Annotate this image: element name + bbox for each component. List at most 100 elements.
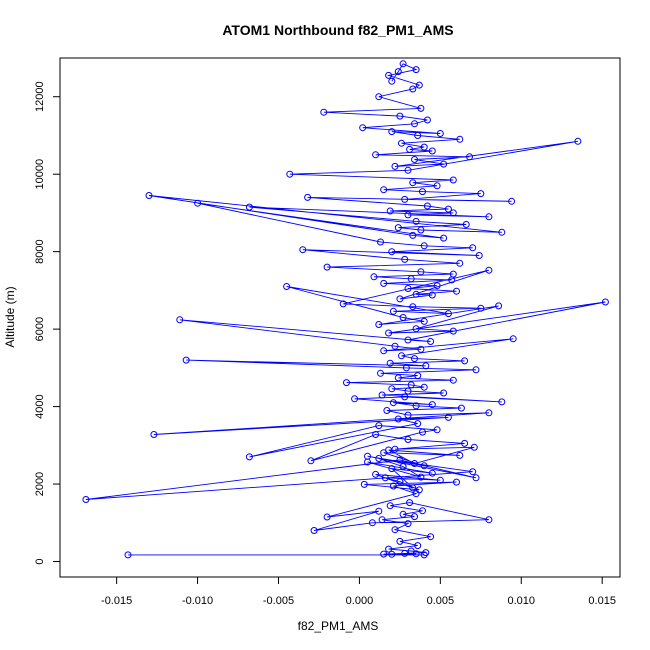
- data-point: [372, 470, 380, 478]
- data-point: [368, 519, 376, 527]
- data-point: [402, 364, 410, 372]
- data-point: [245, 453, 253, 461]
- data-point: [388, 550, 396, 558]
- x-tick-label: 0.005: [427, 595, 455, 607]
- data-point: [485, 213, 493, 221]
- data-point: [449, 327, 457, 335]
- data-point: [428, 147, 436, 155]
- data-point: [385, 71, 393, 79]
- data-point: [176, 316, 184, 324]
- data-point: [404, 285, 412, 292]
- data-point: [370, 273, 378, 281]
- x-tick-label: 0.010: [508, 595, 536, 607]
- data-point: [485, 409, 493, 417]
- data-point: [391, 526, 399, 534]
- data-point: [423, 202, 431, 210]
- data-point: [383, 407, 391, 414]
- data-point: [420, 143, 428, 151]
- x-tick-label: -0.010: [182, 595, 213, 607]
- data-point: [477, 190, 485, 198]
- data-point: [409, 179, 417, 187]
- data-point: [323, 263, 331, 271]
- data-point: [462, 221, 470, 228]
- data-point: [399, 314, 407, 321]
- data-point: [124, 551, 132, 559]
- data-point: [415, 81, 423, 89]
- y-tick-label: 0: [34, 558, 46, 564]
- data-point: [419, 428, 426, 436]
- data-point: [401, 549, 409, 557]
- data-point: [401, 195, 409, 203]
- data-point: [428, 401, 436, 409]
- data-point: [386, 207, 394, 215]
- data-point: [427, 533, 435, 541]
- data-point: [412, 66, 420, 74]
- data-point: [423, 116, 431, 124]
- data-point: [411, 355, 418, 363]
- y-tick-label: 10000: [34, 159, 46, 190]
- data-point: [404, 411, 412, 419]
- data-point: [406, 499, 414, 507]
- data-point: [428, 291, 436, 299]
- data-point: [475, 252, 483, 259]
- data-point: [436, 130, 444, 137]
- data-point: [449, 176, 457, 184]
- data-point: [433, 426, 441, 434]
- data-point: [419, 507, 426, 515]
- data-point: [469, 244, 477, 252]
- data-point: [433, 182, 441, 190]
- data-point: [444, 310, 452, 318]
- data-point: [386, 359, 394, 367]
- data-point: [436, 476, 444, 484]
- data-point: [415, 486, 423, 494]
- data-point: [404, 166, 412, 174]
- data-point: [283, 283, 291, 290]
- data-point: [456, 451, 464, 459]
- data-point: [449, 376, 457, 384]
- data-point: [398, 352, 405, 360]
- data-point: [394, 68, 402, 76]
- data-point: [399, 510, 407, 518]
- data-point: [404, 520, 412, 528]
- data-point: [411, 156, 418, 163]
- data-point: [440, 160, 448, 168]
- data-point: [422, 362, 430, 370]
- data-point: [394, 415, 402, 423]
- plot-frame: [59, 57, 621, 578]
- data-point: [389, 482, 397, 490]
- data-point: [414, 542, 422, 550]
- data-point: [150, 431, 158, 438]
- data-point: [461, 357, 469, 365]
- data-point: [380, 347, 388, 355]
- data-point: [419, 188, 426, 196]
- data-point: [498, 228, 506, 236]
- data-point: [469, 468, 477, 476]
- data-point: [299, 246, 307, 254]
- data-point: [412, 402, 420, 410]
- data-point: [388, 128, 396, 136]
- data-point: [440, 389, 448, 397]
- data-point: [412, 217, 420, 225]
- data-point: [407, 547, 415, 555]
- data-point: [420, 317, 428, 325]
- data-point: [428, 469, 436, 477]
- data-point: [456, 135, 464, 143]
- data-point: [407, 275, 415, 283]
- y-axis-label: Altitude (m): [3, 286, 17, 347]
- data-point: [375, 507, 383, 515]
- data-point: [509, 335, 517, 343]
- x-tick-label: -0.015: [101, 595, 132, 607]
- data-point: [82, 496, 90, 503]
- data-point: [409, 484, 417, 492]
- data-point: [323, 513, 331, 521]
- data-point: [508, 197, 516, 205]
- data-point: [391, 445, 399, 453]
- x-tick-label: 0.000: [346, 595, 374, 607]
- data-point: [388, 248, 396, 256]
- data-point: [372, 151, 380, 159]
- data-point: [420, 462, 428, 470]
- data-point: [320, 108, 328, 116]
- y-tick-label: 8000: [34, 239, 46, 263]
- data-point: [396, 112, 404, 120]
